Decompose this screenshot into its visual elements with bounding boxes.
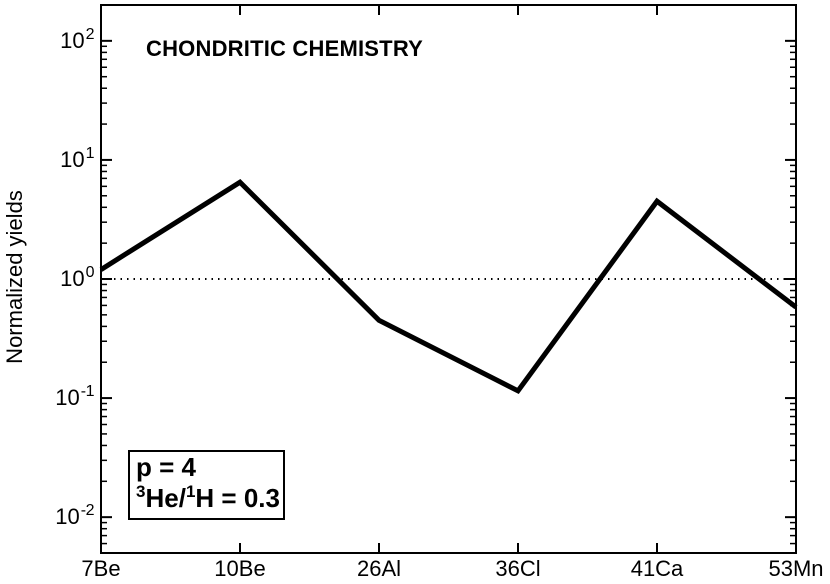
x-tick-label: 53Mn <box>768 556 824 581</box>
x-tick-label: 7Be <box>81 556 121 581</box>
y-tick-base: 10 <box>60 27 85 53</box>
annotation-line1: p = 4 <box>136 452 196 482</box>
y-tick-label: 101 <box>0 144 95 175</box>
annotation-sup-1: 1 <box>185 482 196 501</box>
x-tick-label: 36Cl <box>495 556 541 581</box>
y-tick-base: 10 <box>55 504 80 530</box>
y-tick-label: 10-1 <box>0 383 95 413</box>
x-tick-label: 10Be <box>214 556 266 581</box>
y-tick-base: 10 <box>60 266 85 291</box>
y-tick-exponent: 2 <box>85 25 95 43</box>
annotation-text-he: He/ <box>145 483 186 513</box>
y-tick-exponent: -2 <box>80 502 95 520</box>
y-tick-exponent: 0 <box>85 264 95 281</box>
y-tick-label: 100 <box>0 264 95 294</box>
annotation-line2: 3He/1H = 0.3 <box>136 482 283 518</box>
annotation-box: p = 4 3He/1H = 0.3 <box>128 450 285 520</box>
y-tick-base: 10 <box>60 146 85 172</box>
annotation-sup-3: 3 <box>136 482 146 501</box>
x-tick-label: 26Al <box>356 556 402 581</box>
y-tick-exponent: -1 <box>80 383 95 401</box>
annotation-text-h: H = 0.3 <box>195 483 280 513</box>
chart-title: CHONDRITIC CHEMISTRY <box>146 36 423 61</box>
y-tick-label: 102 <box>0 25 95 56</box>
y-tick-base: 10 <box>55 385 80 411</box>
y-tick-label: 10-2 <box>0 502 95 532</box>
y-tick-exponent: 1 <box>85 144 95 162</box>
x-tick-label: 41Ca <box>630 556 684 581</box>
